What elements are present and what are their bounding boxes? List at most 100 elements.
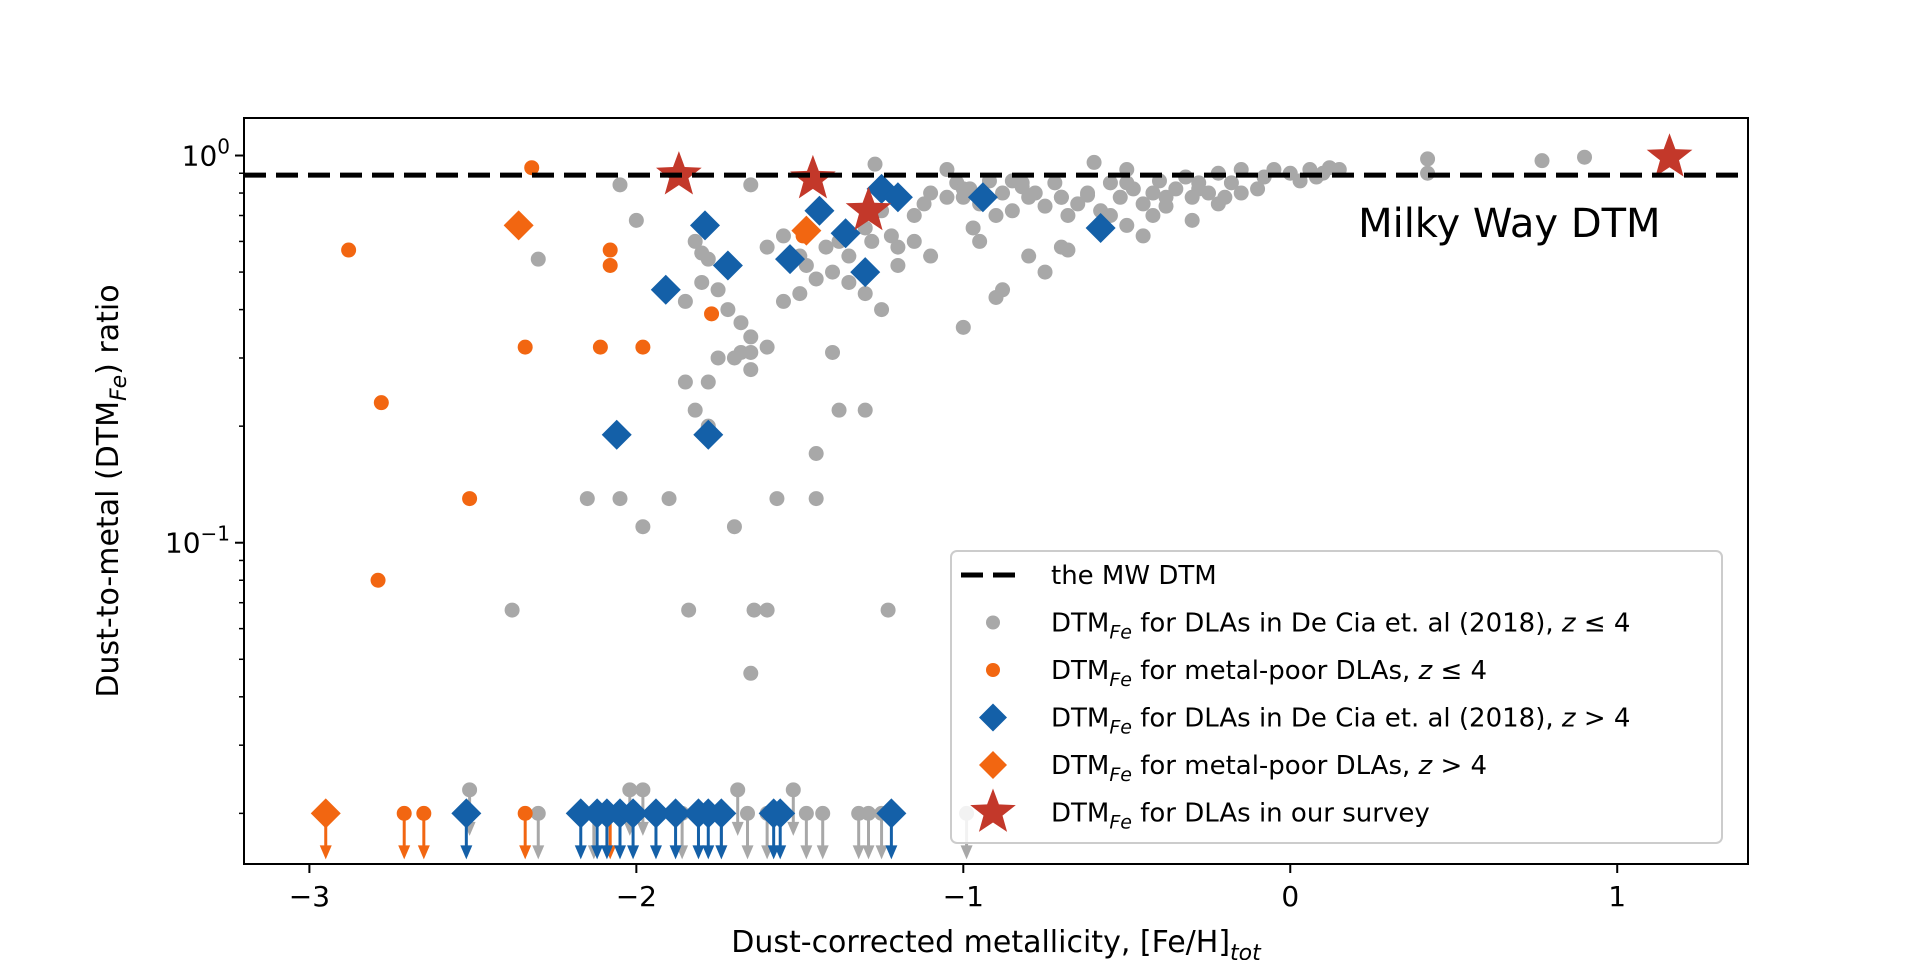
data-point	[967, 182, 998, 213]
series-metal_poor_high_z	[503, 210, 822, 246]
data-point	[1119, 217, 1135, 233]
data-point	[845, 186, 892, 231]
upper-limit-arrow-head	[960, 845, 973, 860]
series-decia_high_z	[601, 173, 1116, 450]
data-point	[1233, 185, 1249, 201]
data-point	[785, 782, 801, 798]
upper-limit-arrow-head	[852, 845, 865, 860]
data-point	[798, 805, 814, 821]
upper-limit-arrow-head	[649, 845, 662, 860]
data-point	[792, 286, 808, 302]
x-tick-label: −1	[943, 880, 984, 913]
data-point	[341, 242, 357, 258]
data-point	[988, 208, 1004, 224]
upper-limit-arrow-head	[319, 845, 332, 860]
upper-limit-arrow-head	[627, 845, 640, 860]
legend-entry: DTMFe for metal-poor DLAs, z ≤ 4	[986, 656, 1487, 691]
upper-limit-arrow-head	[600, 845, 613, 860]
series-upper_limits_blue_diamond	[451, 798, 907, 860]
data-point	[995, 282, 1011, 298]
legend-circle-swatch	[986, 615, 1000, 630]
data-point	[517, 339, 533, 355]
data-point	[743, 344, 759, 360]
upper-limit-arrow-head	[532, 845, 545, 860]
data-point	[815, 805, 831, 821]
data-point	[524, 160, 540, 176]
data-point	[759, 339, 775, 355]
data-point	[972, 233, 988, 249]
data-point	[1577, 149, 1593, 165]
x-tick-label: 1	[1608, 880, 1626, 913]
upper-limit-arrow-head	[800, 845, 813, 860]
data-point	[1014, 179, 1030, 195]
plot-area: Milky Way DTM	[244, 133, 1748, 860]
x-axis-title: Dust-corrected metallicity, [Fe/H]tot	[731, 925, 1262, 960]
data-point	[690, 210, 721, 241]
data-point	[462, 782, 478, 798]
data-point	[791, 215, 822, 246]
data-point	[530, 251, 546, 267]
upper-limit-arrow-head	[614, 845, 626, 860]
legend-entry: DTMFe for DLAs in De Cia et. al (2018), …	[986, 609, 1630, 644]
data-point	[890, 239, 906, 255]
data-point	[860, 805, 876, 821]
data-point	[730, 782, 746, 798]
data-point	[1119, 175, 1135, 191]
upper-limit-arrow-head	[692, 845, 705, 860]
data-point	[830, 218, 861, 249]
data-point	[687, 233, 703, 249]
data-point	[650, 274, 681, 305]
data-point	[1191, 181, 1207, 197]
legend-diamond-swatch	[979, 751, 1007, 779]
data-point	[579, 491, 595, 507]
data-point	[1534, 153, 1550, 169]
data-point	[831, 402, 847, 418]
data-point	[841, 274, 857, 290]
data-point	[1135, 228, 1151, 244]
y-axis-title: Dust-to-metal (DTMFe) ratio	[91, 284, 132, 697]
plot-frame	[243, 117, 1749, 865]
data-point	[1021, 248, 1037, 264]
data-point	[720, 302, 736, 318]
data-point	[876, 798, 907, 829]
data-point	[530, 805, 546, 821]
data-point	[1060, 208, 1076, 224]
data-point	[759, 239, 775, 255]
upper-limit-arrow-head	[787, 821, 800, 836]
data-point	[1184, 212, 1200, 228]
upper-limit-arrow-head	[741, 845, 754, 860]
upper-limit-arrow-head	[519, 845, 532, 860]
data-point	[882, 182, 913, 213]
data-point	[775, 244, 806, 275]
data-point	[743, 329, 759, 345]
data-point	[712, 250, 743, 281]
data-point	[743, 177, 759, 193]
data-point	[916, 196, 932, 212]
data-point	[1070, 196, 1086, 212]
data-point	[565, 798, 596, 829]
data-point	[1086, 154, 1102, 170]
upper-limit-arrow-head	[398, 845, 411, 860]
x-tick-label: −3	[289, 880, 330, 913]
data-point	[1168, 181, 1184, 197]
data-point	[396, 805, 412, 821]
data-point	[906, 208, 922, 224]
upper-limit-arrow-head	[715, 845, 728, 860]
data-point	[857, 402, 873, 418]
data-point	[700, 374, 716, 390]
data-point	[628, 212, 644, 228]
x-tick-label: 0	[1281, 880, 1299, 913]
legend-box	[950, 550, 1723, 844]
upper-limit-arrow-head	[885, 845, 898, 860]
legend-label: DTMFe for DLAs in our survey	[1051, 799, 1430, 834]
upper-limit-arrow-head	[591, 845, 604, 860]
data-point	[640, 798, 671, 829]
data-point	[635, 519, 651, 535]
data-point	[592, 339, 608, 355]
data-point	[635, 339, 651, 355]
data-point	[310, 798, 341, 829]
data-point	[602, 242, 618, 258]
data-point	[1047, 175, 1063, 191]
data-point	[677, 374, 693, 390]
data-point	[693, 419, 724, 450]
